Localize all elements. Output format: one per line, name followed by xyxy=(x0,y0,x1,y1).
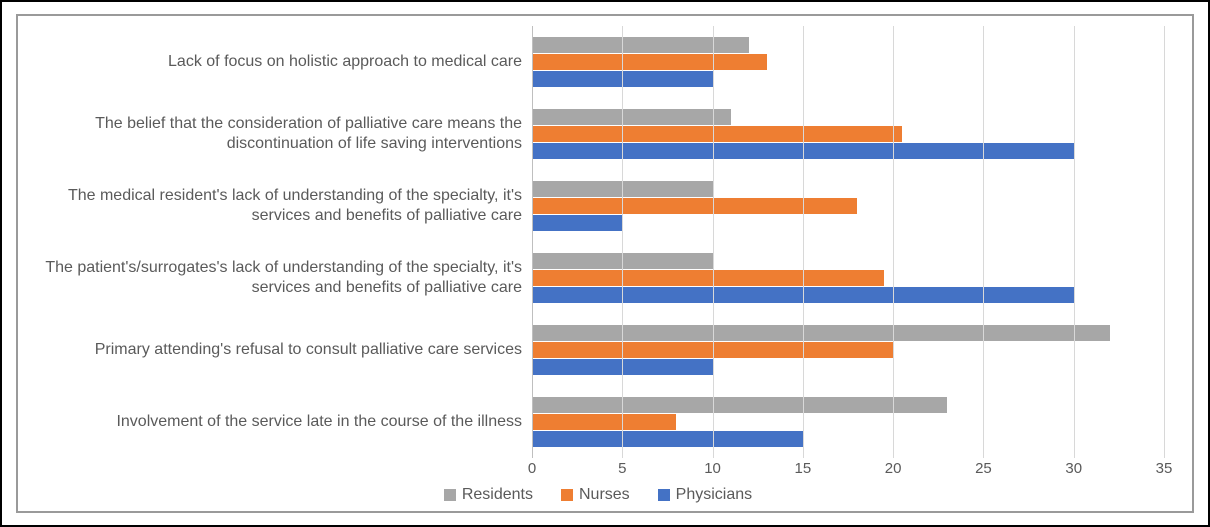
bar-group xyxy=(532,248,1164,308)
legend-label: Residents xyxy=(462,486,533,504)
x-axis: 05101520253035 xyxy=(532,458,1164,480)
bars-container xyxy=(532,26,1164,458)
bar-group xyxy=(532,32,1164,92)
category-label: Lack of focus on holistic approach to me… xyxy=(32,32,522,92)
bar-residents xyxy=(532,109,731,125)
x-baseline xyxy=(532,26,533,458)
chart-frame: Lack of focus on holistic approach to me… xyxy=(16,14,1194,513)
category-label: The medical resident's lack of understan… xyxy=(32,176,522,236)
bar-residents xyxy=(532,37,749,53)
plot-area xyxy=(532,26,1164,458)
legend-item-physicians: Physicians xyxy=(658,486,752,504)
legend-swatch-icon xyxy=(658,489,670,501)
x-gridline xyxy=(1164,26,1165,458)
bar-nurses xyxy=(532,414,676,430)
x-tick-label: 10 xyxy=(704,460,721,477)
bar-group xyxy=(532,104,1164,164)
bar-group xyxy=(532,176,1164,236)
plot-row: Lack of focus on holistic approach to me… xyxy=(32,26,1164,458)
legend: Residents Nurses Physicians xyxy=(32,480,1164,506)
legend-item-nurses: Nurses xyxy=(561,486,630,504)
x-tick-label: 0 xyxy=(528,460,536,477)
category-label: Primary attending's refusal to consult p… xyxy=(32,320,522,380)
bar-residents xyxy=(532,397,947,413)
bar-group xyxy=(532,392,1164,452)
legend-label: Physicians xyxy=(676,486,752,504)
x-tick-label: 35 xyxy=(1156,460,1173,477)
x-gridline xyxy=(983,26,984,458)
x-tick-label: 30 xyxy=(1065,460,1082,477)
bar-nurses xyxy=(532,126,902,142)
outer-frame: Lack of focus on holistic approach to me… xyxy=(0,0,1210,527)
legend-swatch-icon xyxy=(561,489,573,501)
bar-physicians xyxy=(532,215,622,231)
y-axis-labels: Lack of focus on holistic approach to me… xyxy=(32,26,532,458)
x-tick-label: 25 xyxy=(975,460,992,477)
bar-nurses xyxy=(532,54,767,70)
legend-item-residents: Residents xyxy=(444,486,533,504)
bar-group xyxy=(532,320,1164,380)
bar-nurses xyxy=(532,270,884,286)
x-tick-label: 15 xyxy=(795,460,812,477)
legend-swatch-icon xyxy=(444,489,456,501)
x-gridline xyxy=(803,26,804,458)
x-axis-row: 05101520253035 xyxy=(32,458,1164,480)
x-tick-label: 5 xyxy=(618,460,626,477)
x-gridline xyxy=(1074,26,1075,458)
x-axis-spacer xyxy=(32,458,532,480)
bar-physicians xyxy=(532,431,803,447)
x-gridline xyxy=(622,26,623,458)
category-label: Involvement of the service late in the c… xyxy=(32,392,522,452)
category-label: The patient's/surrogates's lack of under… xyxy=(32,248,522,308)
bar-residents xyxy=(532,325,1110,341)
x-gridline xyxy=(893,26,894,458)
bar-nurses xyxy=(532,198,857,214)
legend-label: Nurses xyxy=(579,486,630,504)
x-tick-label: 20 xyxy=(885,460,902,477)
x-gridline xyxy=(713,26,714,458)
category-label: The belief that the consideration of pal… xyxy=(32,104,522,164)
